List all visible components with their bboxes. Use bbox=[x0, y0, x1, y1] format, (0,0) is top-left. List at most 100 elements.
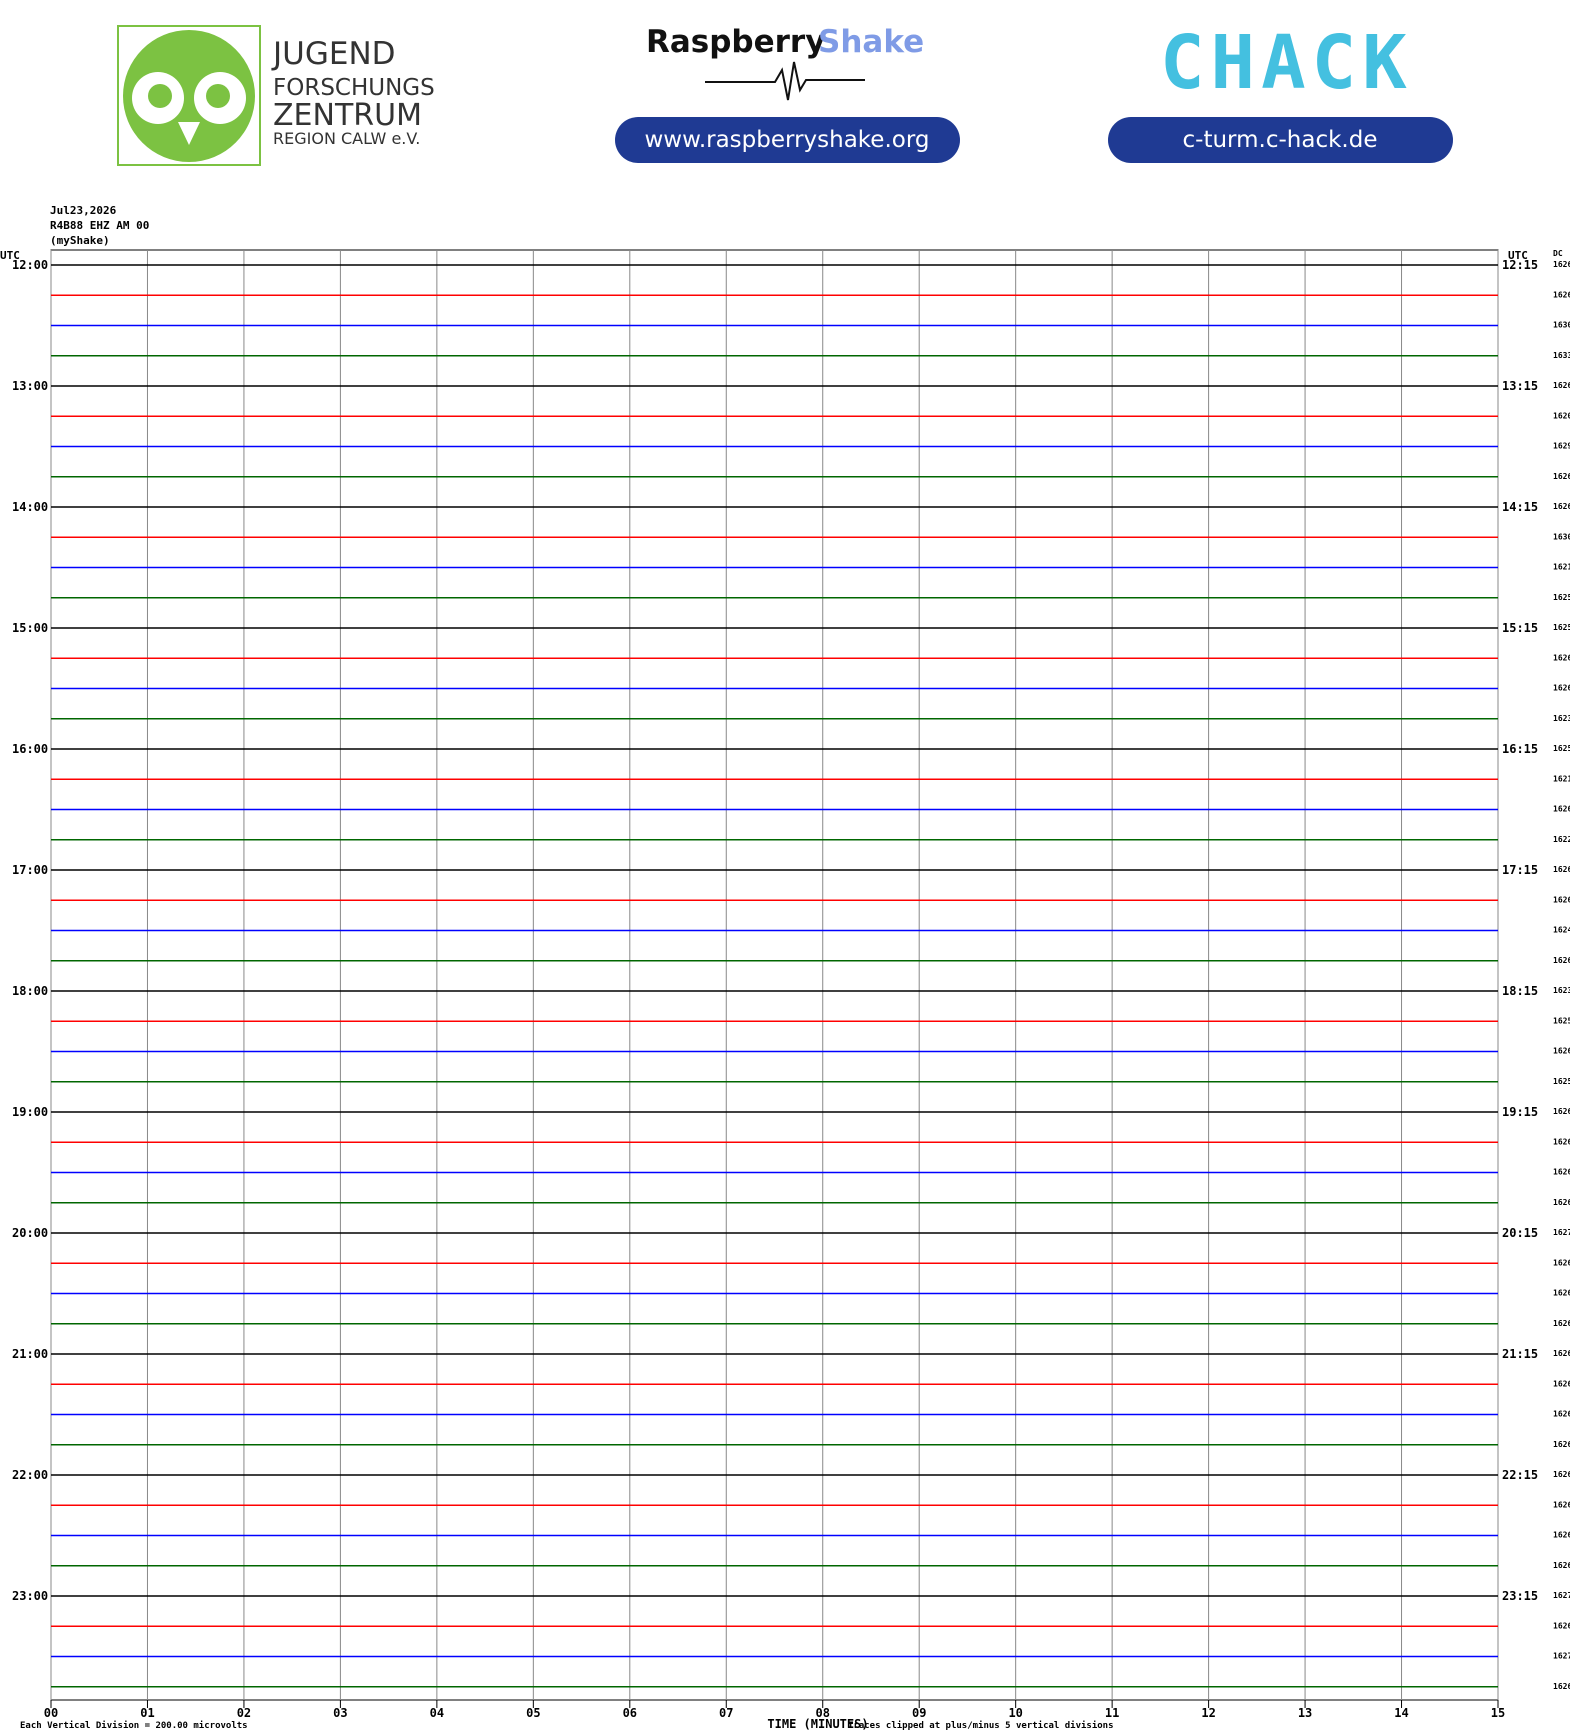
url-text[interactable]: www.raspberryshake.org bbox=[645, 127, 930, 153]
dc-label: 16265 bbox=[1553, 1379, 1570, 1388]
dc-heading: DC bbox=[1553, 249, 1563, 258]
logo-text: JUGEND bbox=[271, 36, 396, 72]
dc-label: 16214 bbox=[1553, 563, 1570, 572]
dc-label: 16263 bbox=[1553, 1107, 1570, 1116]
time-label-left: 14:00 bbox=[12, 500, 48, 514]
dc-label: 16218 bbox=[1553, 774, 1570, 783]
time-label-right: 12:15 bbox=[1502, 258, 1538, 272]
url-button[interactable] bbox=[615, 117, 960, 163]
date: Jul23,2026 bbox=[50, 204, 117, 217]
time-label-left: 13:00 bbox=[12, 379, 48, 393]
time-label-right: 15:15 bbox=[1502, 621, 1538, 635]
x-tick-label: 06 bbox=[623, 1706, 637, 1720]
dc-label: 16264 bbox=[1553, 1258, 1570, 1267]
x-tick-label: 03 bbox=[333, 1706, 347, 1720]
time-label-right: 22:15 bbox=[1502, 1468, 1538, 1482]
x-tick-label: 13 bbox=[1298, 1706, 1312, 1720]
logo-chack: CHACK bbox=[1160, 20, 1413, 106]
time-label-right: 17:15 bbox=[1502, 863, 1538, 877]
time-label-right: 23:15 bbox=[1502, 1589, 1538, 1603]
logo-text: Shake bbox=[818, 24, 924, 60]
time-label-right: 21:15 bbox=[1502, 1347, 1538, 1361]
dc-label: 16268 bbox=[1553, 1440, 1570, 1449]
dc-label: 16260 bbox=[1553, 1198, 1570, 1207]
x-tick-label: 07 bbox=[719, 1706, 733, 1720]
plot-frame bbox=[50, 249, 1499, 1701]
utc-left: UTC bbox=[0, 249, 20, 262]
dc-label: 16296 bbox=[1553, 442, 1570, 451]
dc-label: 16262 bbox=[1553, 895, 1570, 904]
x-tick-label: 11 bbox=[1105, 1706, 1119, 1720]
x-axis-title: TIME (MINUTES) bbox=[767, 1717, 868, 1731]
dc-label: 16263 bbox=[1553, 1289, 1570, 1298]
dc-label: 16267 bbox=[1553, 1319, 1570, 1328]
time-label-left: 16:00 bbox=[12, 742, 48, 756]
x-tick-label: 12 bbox=[1201, 1706, 1215, 1720]
dc-label: 16262 bbox=[1553, 1168, 1570, 1177]
time-label-left: 19:00 bbox=[12, 1105, 48, 1119]
dc-label: 16262 bbox=[1553, 956, 1570, 965]
time-label-left: 23:00 bbox=[12, 1589, 48, 1603]
dc-label: 16262 bbox=[1553, 1047, 1570, 1056]
time-label-left: 18:00 bbox=[12, 984, 48, 998]
dc-label: 16227 bbox=[1553, 835, 1570, 844]
dc-label: 16335 bbox=[1553, 351, 1570, 360]
dc-label: 16267 bbox=[1553, 1531, 1570, 1540]
dc-label: 16265 bbox=[1553, 1349, 1570, 1358]
logo-squiggle bbox=[705, 61, 865, 101]
dc-label: 16249 bbox=[1553, 926, 1570, 935]
dc-label: 16259 bbox=[1553, 593, 1570, 602]
dc-label: 16262 bbox=[1553, 1137, 1570, 1146]
dc-label: 16268 bbox=[1553, 1682, 1570, 1691]
time-label-left: 20:00 bbox=[12, 1226, 48, 1240]
time-label-left: 12:00 bbox=[12, 258, 48, 272]
logo-text: Raspberry bbox=[646, 24, 825, 60]
x-tick-label: 09 bbox=[912, 1706, 926, 1720]
dc-label: 16265 bbox=[1553, 1500, 1570, 1509]
time-label-right: 18:15 bbox=[1502, 984, 1538, 998]
dc-label: 16266 bbox=[1553, 502, 1570, 511]
x-tick-label: 02 bbox=[237, 1706, 251, 1720]
dc-label: 16256 bbox=[1553, 744, 1570, 753]
time-label-right: 19:15 bbox=[1502, 1105, 1538, 1119]
dc-label: 16266 bbox=[1553, 684, 1570, 693]
dc-label: 16269 bbox=[1553, 290, 1570, 299]
dc-label: 16232 bbox=[1553, 986, 1570, 995]
time-label-right: 20:15 bbox=[1502, 1226, 1538, 1240]
dc-label: 16233 bbox=[1553, 714, 1570, 723]
x-tick-label: 15 bbox=[1491, 1706, 1505, 1720]
x-tick-label: 10 bbox=[1008, 1706, 1022, 1720]
dc-label: 16263 bbox=[1553, 260, 1570, 269]
dc-label: 16264 bbox=[1553, 1410, 1570, 1419]
station: R4B88 EHZ AM 00 bbox=[50, 219, 149, 232]
time-label-right: 13:15 bbox=[1502, 379, 1538, 393]
dc-label: 16269 bbox=[1553, 1621, 1570, 1630]
dc-label: 16305 bbox=[1553, 532, 1570, 541]
network: (myShake) bbox=[50, 234, 110, 247]
utc-right: UTC bbox=[1508, 249, 1528, 262]
dc-label: 16254 bbox=[1553, 623, 1570, 632]
x-tick-label: 00 bbox=[44, 1706, 58, 1720]
url-text[interactable]: c-turm.c-hack.de bbox=[1183, 127, 1378, 153]
x-tick-label: 08 bbox=[816, 1706, 830, 1720]
dc-label: 16207 bbox=[1553, 411, 1570, 420]
url-button[interactable] bbox=[1108, 117, 1453, 163]
dc-label: 16259 bbox=[1553, 1077, 1570, 1086]
scale-note: Each Vertical Division = 200.00 microvol… bbox=[20, 1720, 248, 1731]
x-tick-label: 01 bbox=[140, 1706, 154, 1720]
dc-label: 16266 bbox=[1553, 653, 1570, 662]
dc-label: 16257 bbox=[1553, 1016, 1570, 1025]
dc-label: 16300 bbox=[1553, 321, 1570, 330]
time-label-left: 17:00 bbox=[12, 863, 48, 877]
time-label-left: 21:00 bbox=[12, 1347, 48, 1361]
dc-label: 16260 bbox=[1553, 381, 1570, 390]
logo-jfz bbox=[117, 25, 261, 166]
dc-label: 16263 bbox=[1553, 865, 1570, 874]
logo-text: ZENTRUM bbox=[273, 98, 422, 133]
time-label-right: 16:15 bbox=[1502, 742, 1538, 756]
dc-label: 16270 bbox=[1553, 1652, 1570, 1661]
x-tick-label: 14 bbox=[1394, 1706, 1408, 1720]
